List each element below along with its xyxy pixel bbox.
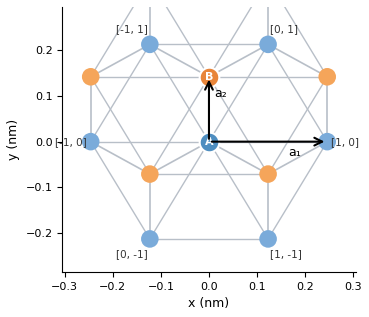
Text: [1, -1]: [1, -1]: [270, 249, 302, 259]
Text: [0, 1]: [0, 1]: [270, 24, 299, 34]
Point: [147, 171, 153, 177]
Text: [0, -1]: [0, -1]: [116, 249, 148, 259]
Text: a₂: a₂: [215, 87, 227, 100]
Point: [265, 42, 271, 47]
Text: [1, 0]: [1, 0]: [331, 137, 359, 147]
Point: [324, 74, 330, 79]
Point: [324, 139, 330, 144]
Point: [206, 139, 212, 144]
Point: [88, 74, 94, 79]
Point: [206, 74, 212, 79]
Text: [-1, 1]: [-1, 1]: [115, 24, 148, 34]
Text: B: B: [205, 72, 213, 82]
Point: [88, 139, 94, 144]
Text: [-1, 0]: [-1, 0]: [55, 137, 87, 147]
Point: [147, 42, 153, 47]
X-axis label: x (nm): x (nm): [189, 297, 230, 310]
Text: A: A: [205, 137, 213, 147]
Y-axis label: y (nm): y (nm): [7, 119, 20, 160]
Text: a₁: a₁: [288, 146, 301, 159]
Point: [265, 236, 271, 242]
Point: [265, 171, 271, 177]
Point: [147, 236, 153, 242]
